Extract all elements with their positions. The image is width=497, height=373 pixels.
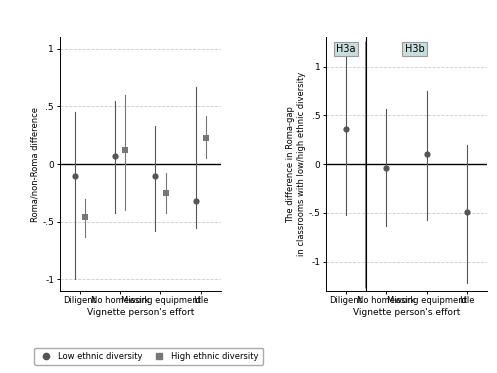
Y-axis label: Roma/non-Roma difference: Roma/non-Roma difference [30,107,39,222]
Text: H3b: H3b [405,44,424,54]
Text: H3a: H3a [336,44,356,54]
Y-axis label: The difference in Roma-gap
in classrooms with low/high ethnic diversity: The difference in Roma-gap in classrooms… [286,72,306,256]
X-axis label: Vignette person's effort: Vignette person's effort [86,308,194,317]
X-axis label: Vignette person's effort: Vignette person's effort [353,308,460,317]
Legend: Low ethnic diversity, High ethnic diversity: Low ethnic diversity, High ethnic divers… [34,348,262,365]
